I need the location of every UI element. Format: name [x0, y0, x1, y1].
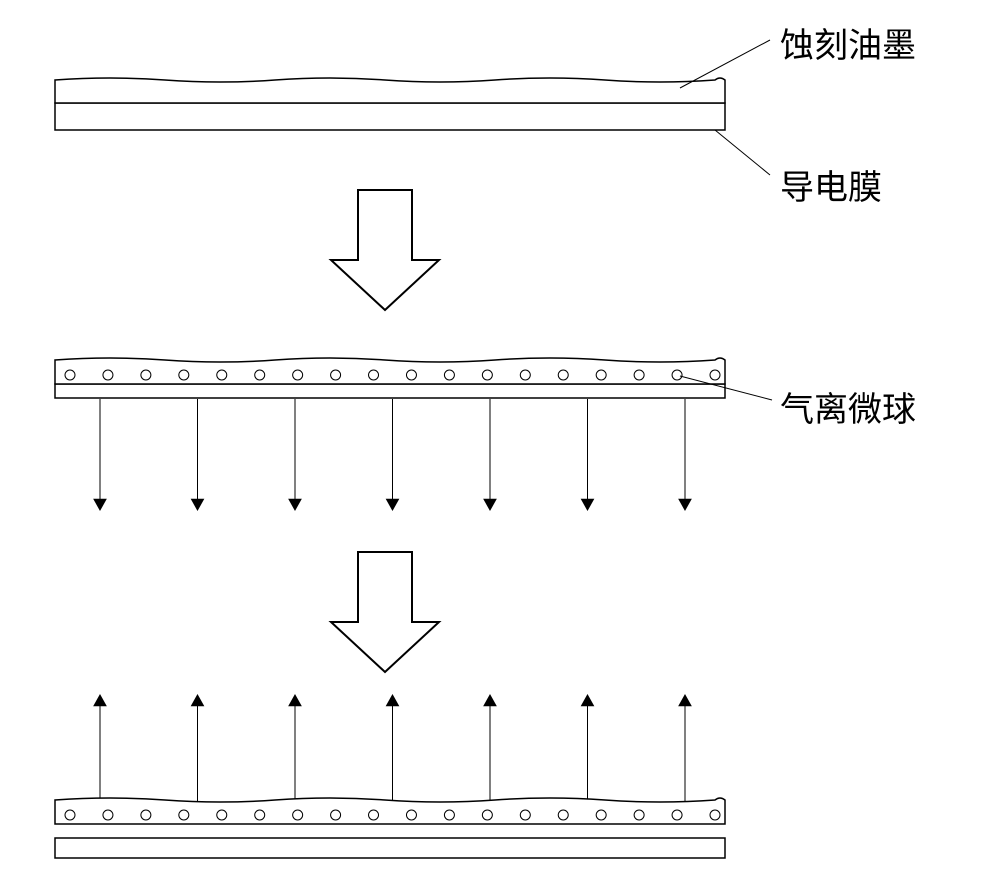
label-gas-microspheres: 气离微球 [780, 382, 916, 431]
label-conductive-film: 导电膜 [780, 160, 882, 209]
diagram-svg [0, 0, 1000, 870]
label-etching-ink: 蚀刻油墨 [780, 18, 916, 67]
